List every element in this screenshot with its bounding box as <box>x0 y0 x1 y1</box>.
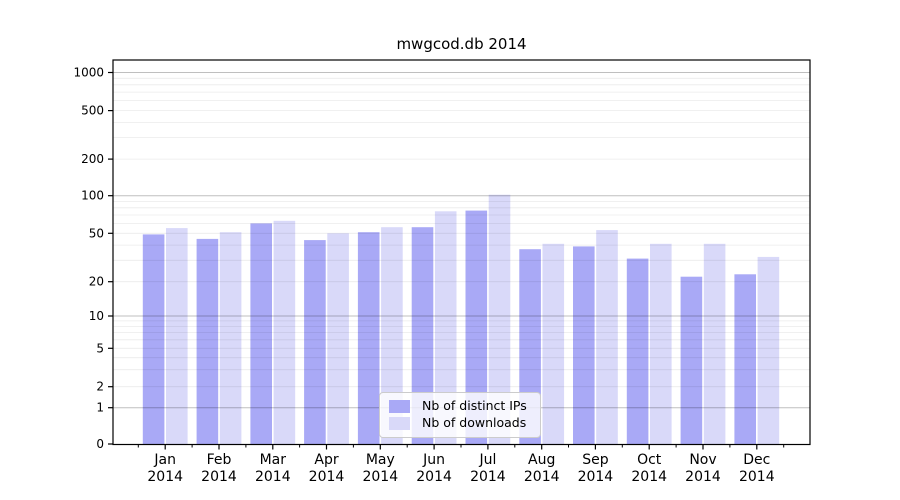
bar-jul-downloads <box>488 194 511 444</box>
bar-aug-downloads <box>542 243 565 444</box>
x-tick-label: Feb 2014 <box>201 452 237 485</box>
bar-apr-distinct-ips <box>304 240 326 444</box>
legend: Nb of distinct IPs Nb of downloads <box>379 392 541 438</box>
x-tick-label: Oct 2014 <box>631 452 667 485</box>
bar-jan-distinct-ips <box>142 234 165 444</box>
bar-feb-distinct-ips <box>196 238 219 444</box>
bar-mar-downloads <box>273 220 296 444</box>
x-tick-label: Nov 2014 <box>685 452 721 485</box>
x-tick-label: Jul 2014 <box>470 452 506 485</box>
bar-sep-downloads <box>596 230 618 444</box>
y-tick-label: 200 <box>81 152 104 166</box>
y-tick-label: 20 <box>89 275 104 289</box>
legend-entry-downloads: Nb of downloads <box>389 417 530 430</box>
bar-jan-downloads <box>166 228 188 444</box>
bar-dec-downloads <box>757 256 780 444</box>
chart-title: mwgcod.db 2014 <box>396 35 527 53</box>
legend-label-distinct-ips: Nb of distinct IPs <box>422 398 527 414</box>
bar-oct-downloads <box>650 243 672 444</box>
bar-apr-downloads <box>327 233 349 444</box>
y-tick-label: 2 <box>96 380 104 394</box>
bar-sep-distinct-ips <box>573 246 595 444</box>
bar-jun-downloads <box>434 211 457 444</box>
legend-swatch-downloads <box>389 417 410 430</box>
bar-may-downloads <box>381 227 403 444</box>
x-tick-label: Jun 2014 <box>416 452 452 485</box>
y-tick-label: 5 <box>96 341 104 355</box>
y-tick-label: 100 <box>81 189 104 203</box>
bar-nov-downloads <box>703 243 726 444</box>
y-tick-label: 1 <box>96 401 104 415</box>
x-tick-label: Sep 2014 <box>578 452 614 485</box>
legend-label-downloads: Nb of downloads <box>422 415 527 431</box>
y-tick-label: 50 <box>89 226 104 240</box>
y-tick-label: 500 <box>81 104 104 118</box>
legend-swatch-distinct-ips <box>389 400 410 413</box>
x-tick-label: Jan 2014 <box>147 452 183 485</box>
bar-jun-distinct-ips <box>411 227 434 444</box>
bar-mar-distinct-ips <box>250 223 272 444</box>
bar-oct-distinct-ips <box>626 258 649 444</box>
x-tick-label: Dec 2014 <box>739 452 775 485</box>
bar-feb-downloads <box>219 232 242 444</box>
bar-may-distinct-ips <box>357 232 380 444</box>
x-tick-label: May 2014 <box>362 452 398 485</box>
bar-jul-distinct-ips <box>465 210 488 444</box>
x-tick-label: Apr 2014 <box>309 452 345 485</box>
bar-dec-distinct-ips <box>734 274 756 444</box>
legend-entry-distinct-ips: Nb of distinct IPs <box>389 400 530 413</box>
y-tick-label: 1000 <box>73 66 104 80</box>
x-tick-label: Aug 2014 <box>524 452 560 485</box>
y-tick-label: 0 <box>96 437 104 451</box>
x-tick-label: Mar 2014 <box>255 452 291 485</box>
bar-nov-distinct-ips <box>680 276 703 444</box>
y-tick-label: 10 <box>89 309 104 323</box>
